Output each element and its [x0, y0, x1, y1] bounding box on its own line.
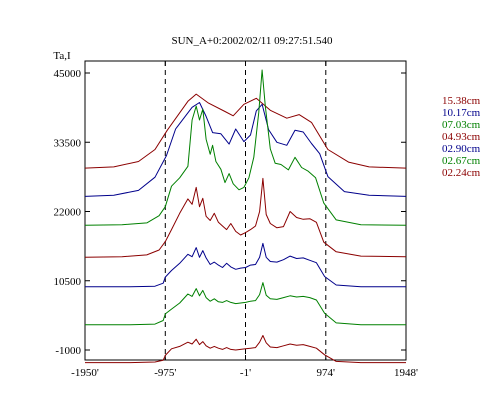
legend-item-02.90cm: 02.90cm [442, 143, 481, 155]
legend-item-02.67cm: 02.67cm [442, 155, 481, 167]
series-line-10.17cm [84, 102, 407, 197]
y-tick-label-3: 33500 [54, 137, 82, 149]
series-lines [84, 69, 407, 364]
legend-item-04.93cm: 04.93cm [442, 131, 481, 143]
x-tick-label-2: -1' [240, 367, 251, 379]
x-tick-label-3: 974' [317, 367, 336, 379]
vertical-markers [164, 61, 327, 360]
series-line-07.03cm [84, 69, 407, 226]
legend-item-07.03cm: 07.03cm [442, 119, 481, 131]
y-axis-ticks: -1000 10500 22000 33500 45000 [54, 68, 406, 357]
series-line-15.38cm [84, 93, 407, 169]
y-tick-label-1: 10500 [54, 276, 82, 288]
series-line-04.93cm [84, 177, 407, 258]
legend: 15.38cm10.17cm07.03cm04.93cm02.90cm02.67… [442, 95, 481, 179]
chart-title: SUN_A+0:2002/02/11 09:27:51.540 [171, 35, 333, 47]
y-tick-label-0: -1000 [55, 345, 81, 357]
y-axis-label: Ta,I [53, 50, 71, 62]
series-line-02.24cm [85, 335, 406, 364]
legend-item-02.24cm: 02.24cm [442, 167, 481, 179]
legend-item-10.17cm: 10.17cm [442, 107, 481, 119]
legend-item-15.38cm: 15.38cm [442, 95, 481, 107]
x-axis-ticks: -1950' -975' -1' 974' 1948' [71, 61, 418, 379]
x-tick-label-0: -1950' [71, 367, 99, 379]
x-tick-label-1: -975' [154, 367, 176, 379]
y-tick-label-2: 22000 [54, 207, 82, 219]
y-tick-label-4: 45000 [54, 68, 82, 80]
series-line-02.90cm [85, 242, 406, 288]
x-tick-label-4: 1948' [394, 367, 418, 379]
series-line-02.67cm [85, 282, 406, 326]
